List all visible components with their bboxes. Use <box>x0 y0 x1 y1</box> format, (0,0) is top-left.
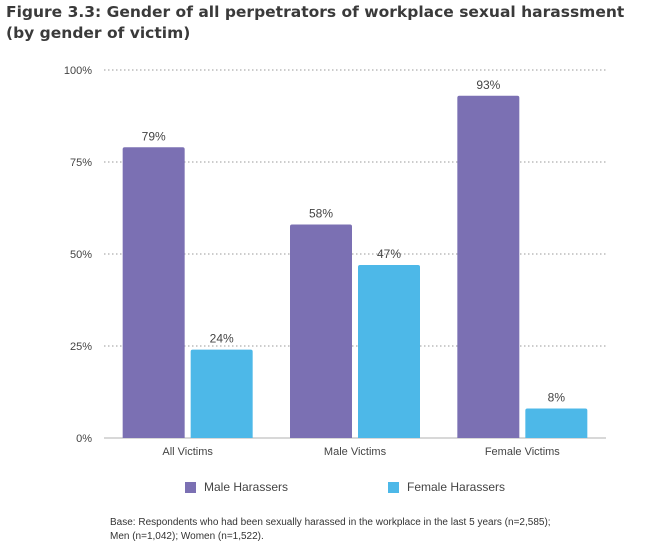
footnote: Base: Respondents who had been sexually … <box>110 516 630 544</box>
footnote-line-1: Base: Respondents who had been sexually … <box>110 517 551 528</box>
bar <box>122 147 185 438</box>
footnote-line-2: Men (n=1,042); Women (n=1,522). <box>110 531 264 542</box>
y-tick-label: 75% <box>70 157 92 169</box>
data-label: 93% <box>476 78 500 92</box>
legend-swatch-female-harassers <box>388 481 399 493</box>
legend-label-male-harassers: Male Harassers <box>204 480 289 494</box>
legend-swatch-male-harassers <box>185 481 196 493</box>
data-label: 24% <box>210 332 234 346</box>
x-category-label: Male Victims <box>324 446 387 458</box>
data-label: 79% <box>142 129 166 143</box>
y-tick-label: 50% <box>70 249 92 261</box>
y-tick-label: 25% <box>70 341 92 353</box>
bar <box>525 408 588 438</box>
bar-chart: 0% 25% 50% 75% 100% 79% 24% All Victims 58% 47% Ma… <box>64 65 606 458</box>
bar <box>457 95 520 438</box>
legend-item-female-harassers: Female Harassers <box>388 480 505 494</box>
x-category-label: All Victims <box>162 446 213 458</box>
data-label: 47% <box>377 247 401 261</box>
x-category-label: Female Victims <box>485 446 560 458</box>
bar <box>190 349 253 438</box>
y-tick-label: 100% <box>64 65 92 77</box>
data-label: 58% <box>309 207 333 221</box>
legend: Male Harassers Female Harassers <box>0 480 650 496</box>
y-tick-label: 0% <box>76 433 92 445</box>
legend-item-male-harassers: Male Harassers <box>185 480 288 494</box>
data-label: 8% <box>548 391 566 405</box>
bar <box>290 224 352 438</box>
legend-label-female-harassers: Female Harassers <box>407 480 506 494</box>
bar <box>358 265 420 438</box>
chart-title: Figure 3.3: Gender of all perpetrators o… <box>6 3 625 42</box>
